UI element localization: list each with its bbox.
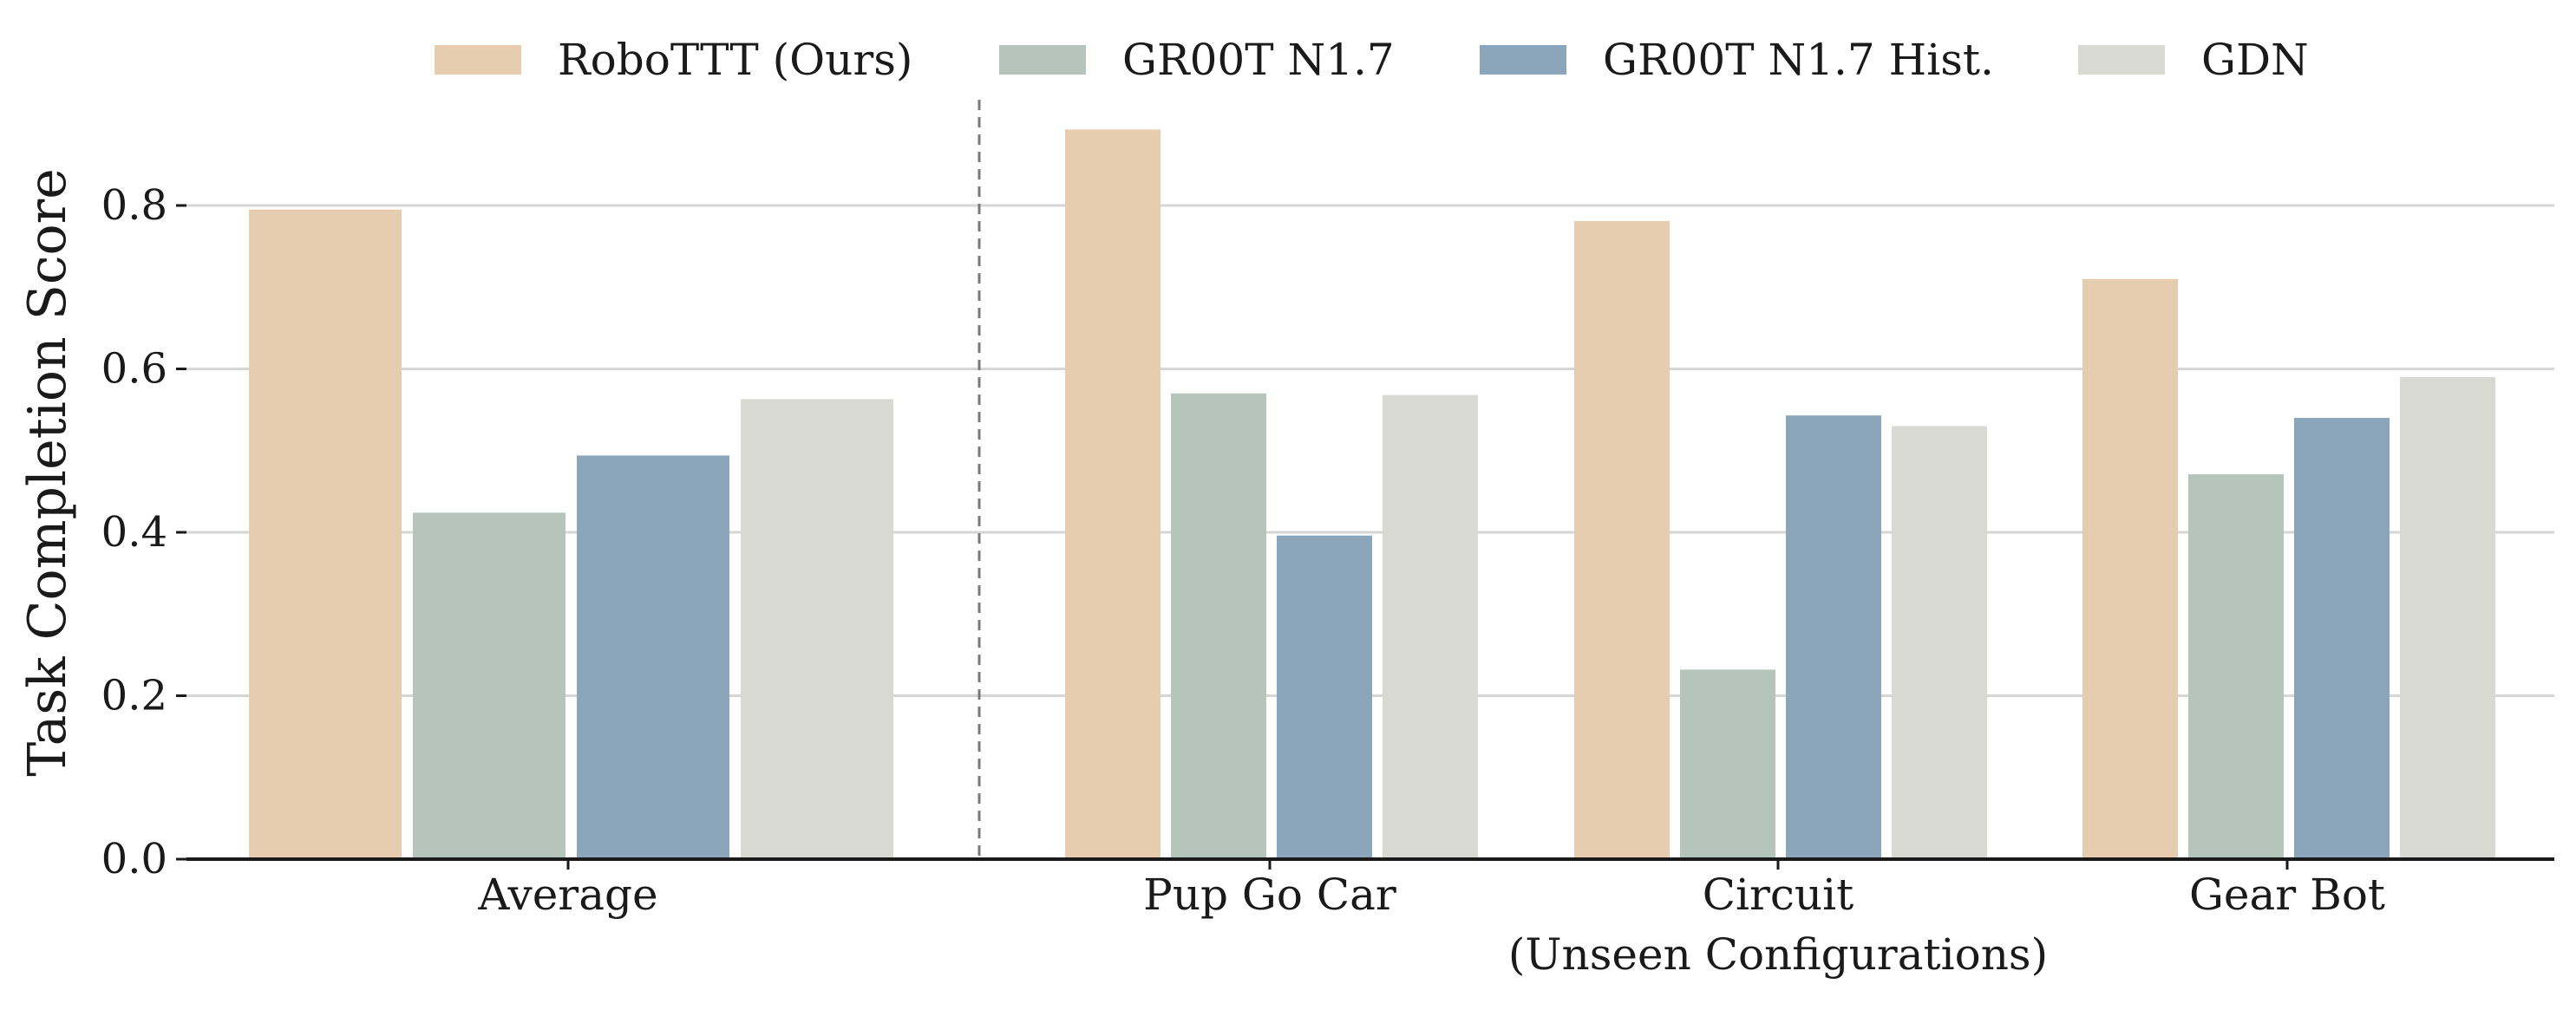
bar-circuit-series-1 [1574,220,1670,860]
bar-average-series-4 [741,399,893,859]
x-category-label: Circuit [1703,870,1854,920]
bar-gear-bot-series-1 [2082,278,2178,859]
bar-average-series-1 [249,209,402,859]
legend-label: GR00T N1.7 [1122,35,1395,85]
bar-pup-go-car-series-3 [1277,535,1372,859]
legend-label: RoboTTT (Ours) [558,35,912,85]
bar-pup-go-car-series-4 [1383,394,1478,859]
bar-gear-bot-series-4 [2400,376,2495,859]
bar-circuit-series-3 [1786,415,1881,859]
x-category-label: Average [477,870,657,920]
legend-label: GR00T N1.7 Hist. [1603,35,1994,85]
bar-average-series-2 [413,512,566,859]
x-category-label: Pup Go Car [1143,870,1396,920]
bar-circuit-series-2 [1680,669,1775,859]
unseen-configurations-annotation: (Unseen Configurations) [1508,929,2048,980]
bar-pup-go-car-series-2 [1171,393,1266,859]
y-tick-label: 0.0 [101,835,167,883]
y-tick-label: 0.4 [101,508,167,557]
bar-gear-bot-series-2 [2188,474,2284,859]
bars [249,129,2495,860]
y-tick-label: 0.8 [101,181,167,230]
axes: 0.0 0.2 0.4 0.6 0.8 Average Pup Go Car Circuit G… [101,100,2554,920]
legend-label: GDN [2201,35,2309,85]
bar-circuit-series-4 [1892,426,1987,859]
y-axis-title: Task Completion Score [17,168,78,777]
bar-gear-bot-series-3 [2294,418,2390,859]
x-category-label: Gear Bot [2189,870,2385,920]
legend-swatch [2078,45,2165,75]
bar-pup-go-car-series-1 [1065,129,1161,859]
legend: RoboTTT (Ours) GR00T N1.7 GR00T N1.7 Hist.… [435,35,2309,85]
legend-swatch [999,45,1086,75]
y-tick-label: 0.2 [101,672,167,720]
legend-swatch [1480,45,1566,75]
bar-average-series-3 [577,455,729,859]
legend-swatch [435,45,521,75]
y-tick-label: 0.6 [101,345,167,394]
